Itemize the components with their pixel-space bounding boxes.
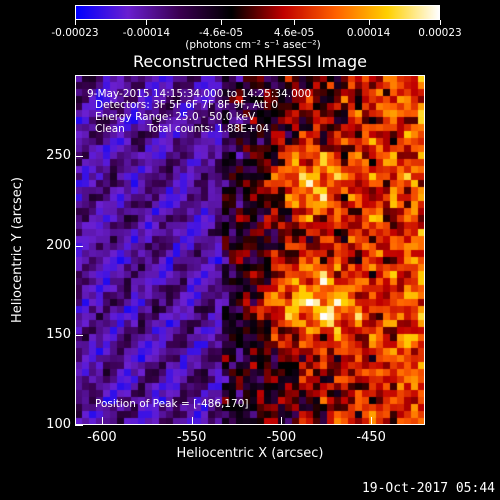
x-axis-label: Heliocentric X (arcsec) bbox=[176, 446, 324, 461]
time-range-text: 9-May-2015 14:15:34.000 to 14:25:34.000 bbox=[87, 88, 312, 100]
x-tick-label: -500 bbox=[266, 430, 297, 445]
colorbar-tick-mark bbox=[221, 20, 222, 25]
colorbar-tick-label: 0.00023 bbox=[418, 27, 462, 39]
colorbar bbox=[75, 5, 440, 20]
y-axis-label: Heliocentric Y (arcsec) bbox=[10, 177, 25, 323]
colorbar-tick-label: 0.00014 bbox=[346, 27, 391, 39]
clean-text: Clean bbox=[95, 123, 125, 135]
colorbar-tick-mark bbox=[146, 20, 148, 25]
x-tick-label: -450 bbox=[356, 430, 386, 445]
total-counts-text: Total counts: 1.88E+04 bbox=[147, 123, 270, 135]
y-tick-label: 250 bbox=[46, 147, 71, 163]
y-tick-label: 100 bbox=[46, 417, 71, 432]
y-tick-mark bbox=[75, 155, 83, 157]
y-tick-mark bbox=[75, 425, 83, 426]
y-tick-label: 150 bbox=[46, 327, 71, 343]
x-tick-label: -550 bbox=[176, 430, 207, 445]
colorbar-tick-label: -0.00014 bbox=[122, 27, 171, 39]
chart-title: Reconstructed RHESSI Image bbox=[133, 52, 367, 71]
footer-date: 19-Oct-2017 05:44 bbox=[361, 481, 495, 496]
colorbar-tick-label: -0.00023 bbox=[51, 27, 99, 39]
y-tick-mark bbox=[75, 335, 83, 337]
colorbar-tick-mark bbox=[294, 20, 295, 25]
x-tick-label: -600 bbox=[87, 430, 117, 445]
x-tick-mark bbox=[101, 417, 103, 425]
x-tick-mark bbox=[191, 417, 193, 425]
peak-position-text: Position of Peak = [-486,170] bbox=[95, 398, 249, 410]
y-tick-mark bbox=[75, 245, 83, 247]
colorbar-tick-mark bbox=[440, 20, 441, 25]
plot-frame bbox=[75, 75, 425, 425]
detectors-text: Detectors: 3F 5F 6F 7F 8F 9F, Att 0 bbox=[95, 99, 279, 111]
y-tick-label: 200 bbox=[46, 237, 71, 253]
energy-range-text: Energy Range: 25.0 - 50.0 keV bbox=[95, 111, 256, 123]
x-tick-mark bbox=[371, 417, 373, 425]
x-tick-mark bbox=[281, 417, 283, 425]
colorbar-gradient bbox=[75, 5, 440, 20]
colorbar-tick-mark bbox=[368, 20, 370, 25]
heatmap-image bbox=[75, 75, 425, 425]
colorbar-tick-mark bbox=[75, 20, 76, 25]
colorbar-tick-label: -4.6e-05 bbox=[198, 27, 244, 39]
colorbar-tick-label: 4.6e-05 bbox=[273, 27, 315, 39]
colorbar-unit-label: (photons cm⁻² s⁻¹ asec⁻²) bbox=[185, 39, 321, 51]
